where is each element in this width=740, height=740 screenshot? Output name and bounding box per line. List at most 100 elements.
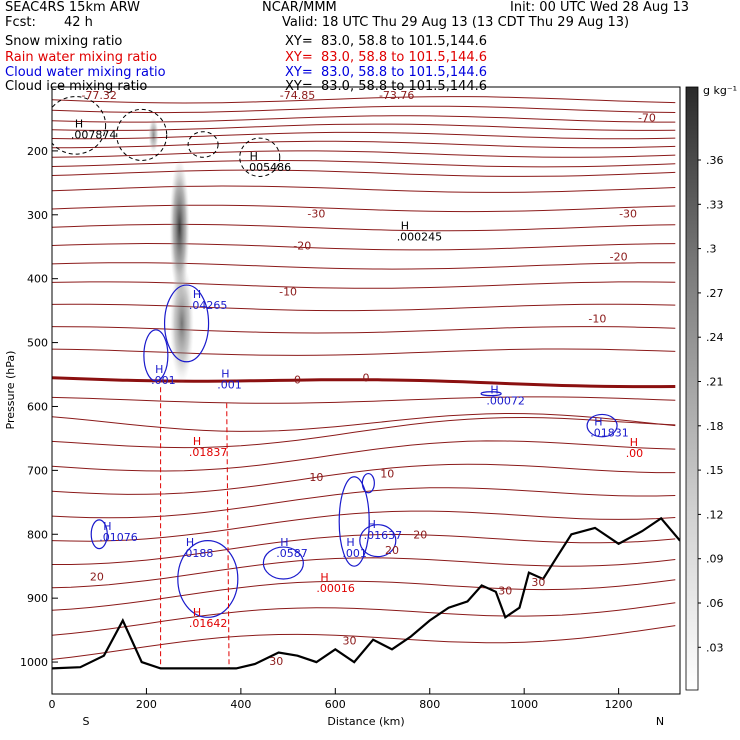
isotherm-label: 20 <box>385 544 399 557</box>
isotherm-line <box>52 204 676 213</box>
x-tick-label: 600 <box>325 698 346 711</box>
snow-contour <box>116 108 168 161</box>
isotherm-line <box>52 412 676 432</box>
isotherm-line <box>52 463 676 495</box>
maximum-value-label: .01076 <box>99 531 138 544</box>
isotherm-label: -10 <box>588 312 606 325</box>
colorbar-tick-label: .03 <box>706 641 724 654</box>
isotherm-top-label: -74.85 <box>280 89 315 102</box>
colorbar-tick-label: .09 <box>706 553 724 566</box>
x-axis-right-end: N <box>656 715 664 728</box>
maximum-marker: H <box>155 363 163 376</box>
maximum-value-label: .005486 <box>246 161 292 174</box>
maximum-value-label: .007874 <box>71 128 117 141</box>
maximum-value-label: .01637 <box>364 529 403 542</box>
isotherm-line <box>52 416 676 449</box>
maximum-marker: H <box>320 571 328 584</box>
colorbar-tick-label: .36 <box>706 154 724 167</box>
x-tick-label: 0 <box>49 698 56 711</box>
isotherm-label: -70 <box>638 112 656 125</box>
maximum-marker: H <box>193 606 201 619</box>
isotherm-line <box>52 487 676 519</box>
isotherm-label: 0 <box>294 374 301 387</box>
maximum-value-label: .01831 <box>590 427 629 440</box>
cloud-water-contour <box>338 476 370 567</box>
isotherm-line <box>52 348 676 356</box>
isotherm-label: 10 <box>309 471 323 484</box>
x-axis-left-end: S <box>83 715 90 728</box>
colorbar-units: g kg⁻¹ <box>703 84 737 97</box>
isotherm-line <box>52 150 676 158</box>
y-tick-label: 900 <box>27 592 48 605</box>
field-xy-cloud-water: XY= 83.0, 58.8 to 101.5,144.6 <box>285 65 488 80</box>
colorbar-tick-label: .18 <box>706 420 724 433</box>
isotherm-top-label: -77.32 <box>81 89 116 102</box>
y-tick-label: 200 <box>27 145 48 158</box>
isotherm-line <box>52 140 676 149</box>
cloud-water-contour <box>480 391 502 397</box>
isotherm-line <box>52 625 676 660</box>
maximum-marker: H <box>346 536 354 549</box>
y-tick-label: 700 <box>27 464 48 477</box>
maximum-value-label: .01642 <box>189 617 228 630</box>
maximum-marker: H <box>186 536 194 549</box>
isotherm-line <box>52 169 676 177</box>
isotherm-line <box>52 242 676 251</box>
y-tick-label: 300 <box>27 209 48 222</box>
isotherm-line <box>52 123 676 131</box>
maximum-value-label: .04265 <box>189 299 228 312</box>
snow-contour <box>52 96 107 155</box>
isotherm-line <box>52 160 676 168</box>
colorbar-tick-label: .3 <box>706 243 717 256</box>
isotherm-label: 10 <box>380 468 394 481</box>
isotherm-line <box>52 396 676 404</box>
x-axis-title: Distance (km) <box>327 715 404 728</box>
maximum-marker: H <box>280 536 288 549</box>
isotherm-label: -20 <box>293 239 311 252</box>
maximum-marker: H <box>221 368 229 381</box>
isotherm-line <box>52 557 676 589</box>
cloud-water-contour <box>359 524 397 558</box>
isotherm-line <box>52 281 676 289</box>
y-tick-label: 500 <box>27 337 48 350</box>
maximum-value-label: .001 <box>342 547 367 560</box>
maximum-marker: H <box>103 520 111 533</box>
isotherm-line <box>52 105 676 114</box>
snow-contour <box>239 137 281 177</box>
center-title: NCAR/MMM <box>262 0 337 15</box>
colorbar-tick-label: .06 <box>706 597 724 610</box>
colorbar-tick-label: .33 <box>706 198 724 211</box>
cloud-water-contour <box>90 519 108 550</box>
isotherm-line <box>52 303 676 312</box>
maximum-value-label: .001 <box>217 379 242 392</box>
maximum-value-label: .0587 <box>276 547 308 560</box>
cloud-ice-shading <box>148 116 159 153</box>
plot-frame <box>51 86 681 695</box>
maximum-marker: H <box>193 288 201 301</box>
colorbar-tick-label: .12 <box>706 508 724 521</box>
maximum-value-label: .00 <box>626 447 644 460</box>
isotherm-label: -30 <box>619 208 637 221</box>
isotherm-line <box>52 131 676 140</box>
colorbar-tick-label: .24 <box>706 331 724 344</box>
cloud-water-contour <box>262 546 304 580</box>
colorbar-tick-label: .27 <box>706 287 724 300</box>
maximum-value-label: .00072 <box>486 395 525 408</box>
x-tick-label: 1000 <box>510 698 538 711</box>
y-tick-label: 600 <box>27 400 48 413</box>
isotherm-line <box>52 96 676 104</box>
isotherm-line <box>52 262 676 270</box>
isotherm-line <box>52 579 676 611</box>
cloud-water-contour <box>177 540 239 618</box>
rain-contour <box>226 403 230 669</box>
isotherm-label: 30 <box>342 634 356 647</box>
isotherm-label: 20 <box>90 570 104 583</box>
colorbar-tick-label: .15 <box>706 464 724 477</box>
maximum-marker: H <box>368 518 376 531</box>
isotherm-label: -10 <box>279 285 297 298</box>
isotherm-label: -30 <box>307 208 325 221</box>
field-name-cloud-water: Cloud water mixing ratio <box>5 65 166 80</box>
maximum-marker: H <box>490 384 498 397</box>
isotherm-label: 30 <box>269 655 283 668</box>
y-axis-title: Pressure (hPa) <box>4 351 17 430</box>
